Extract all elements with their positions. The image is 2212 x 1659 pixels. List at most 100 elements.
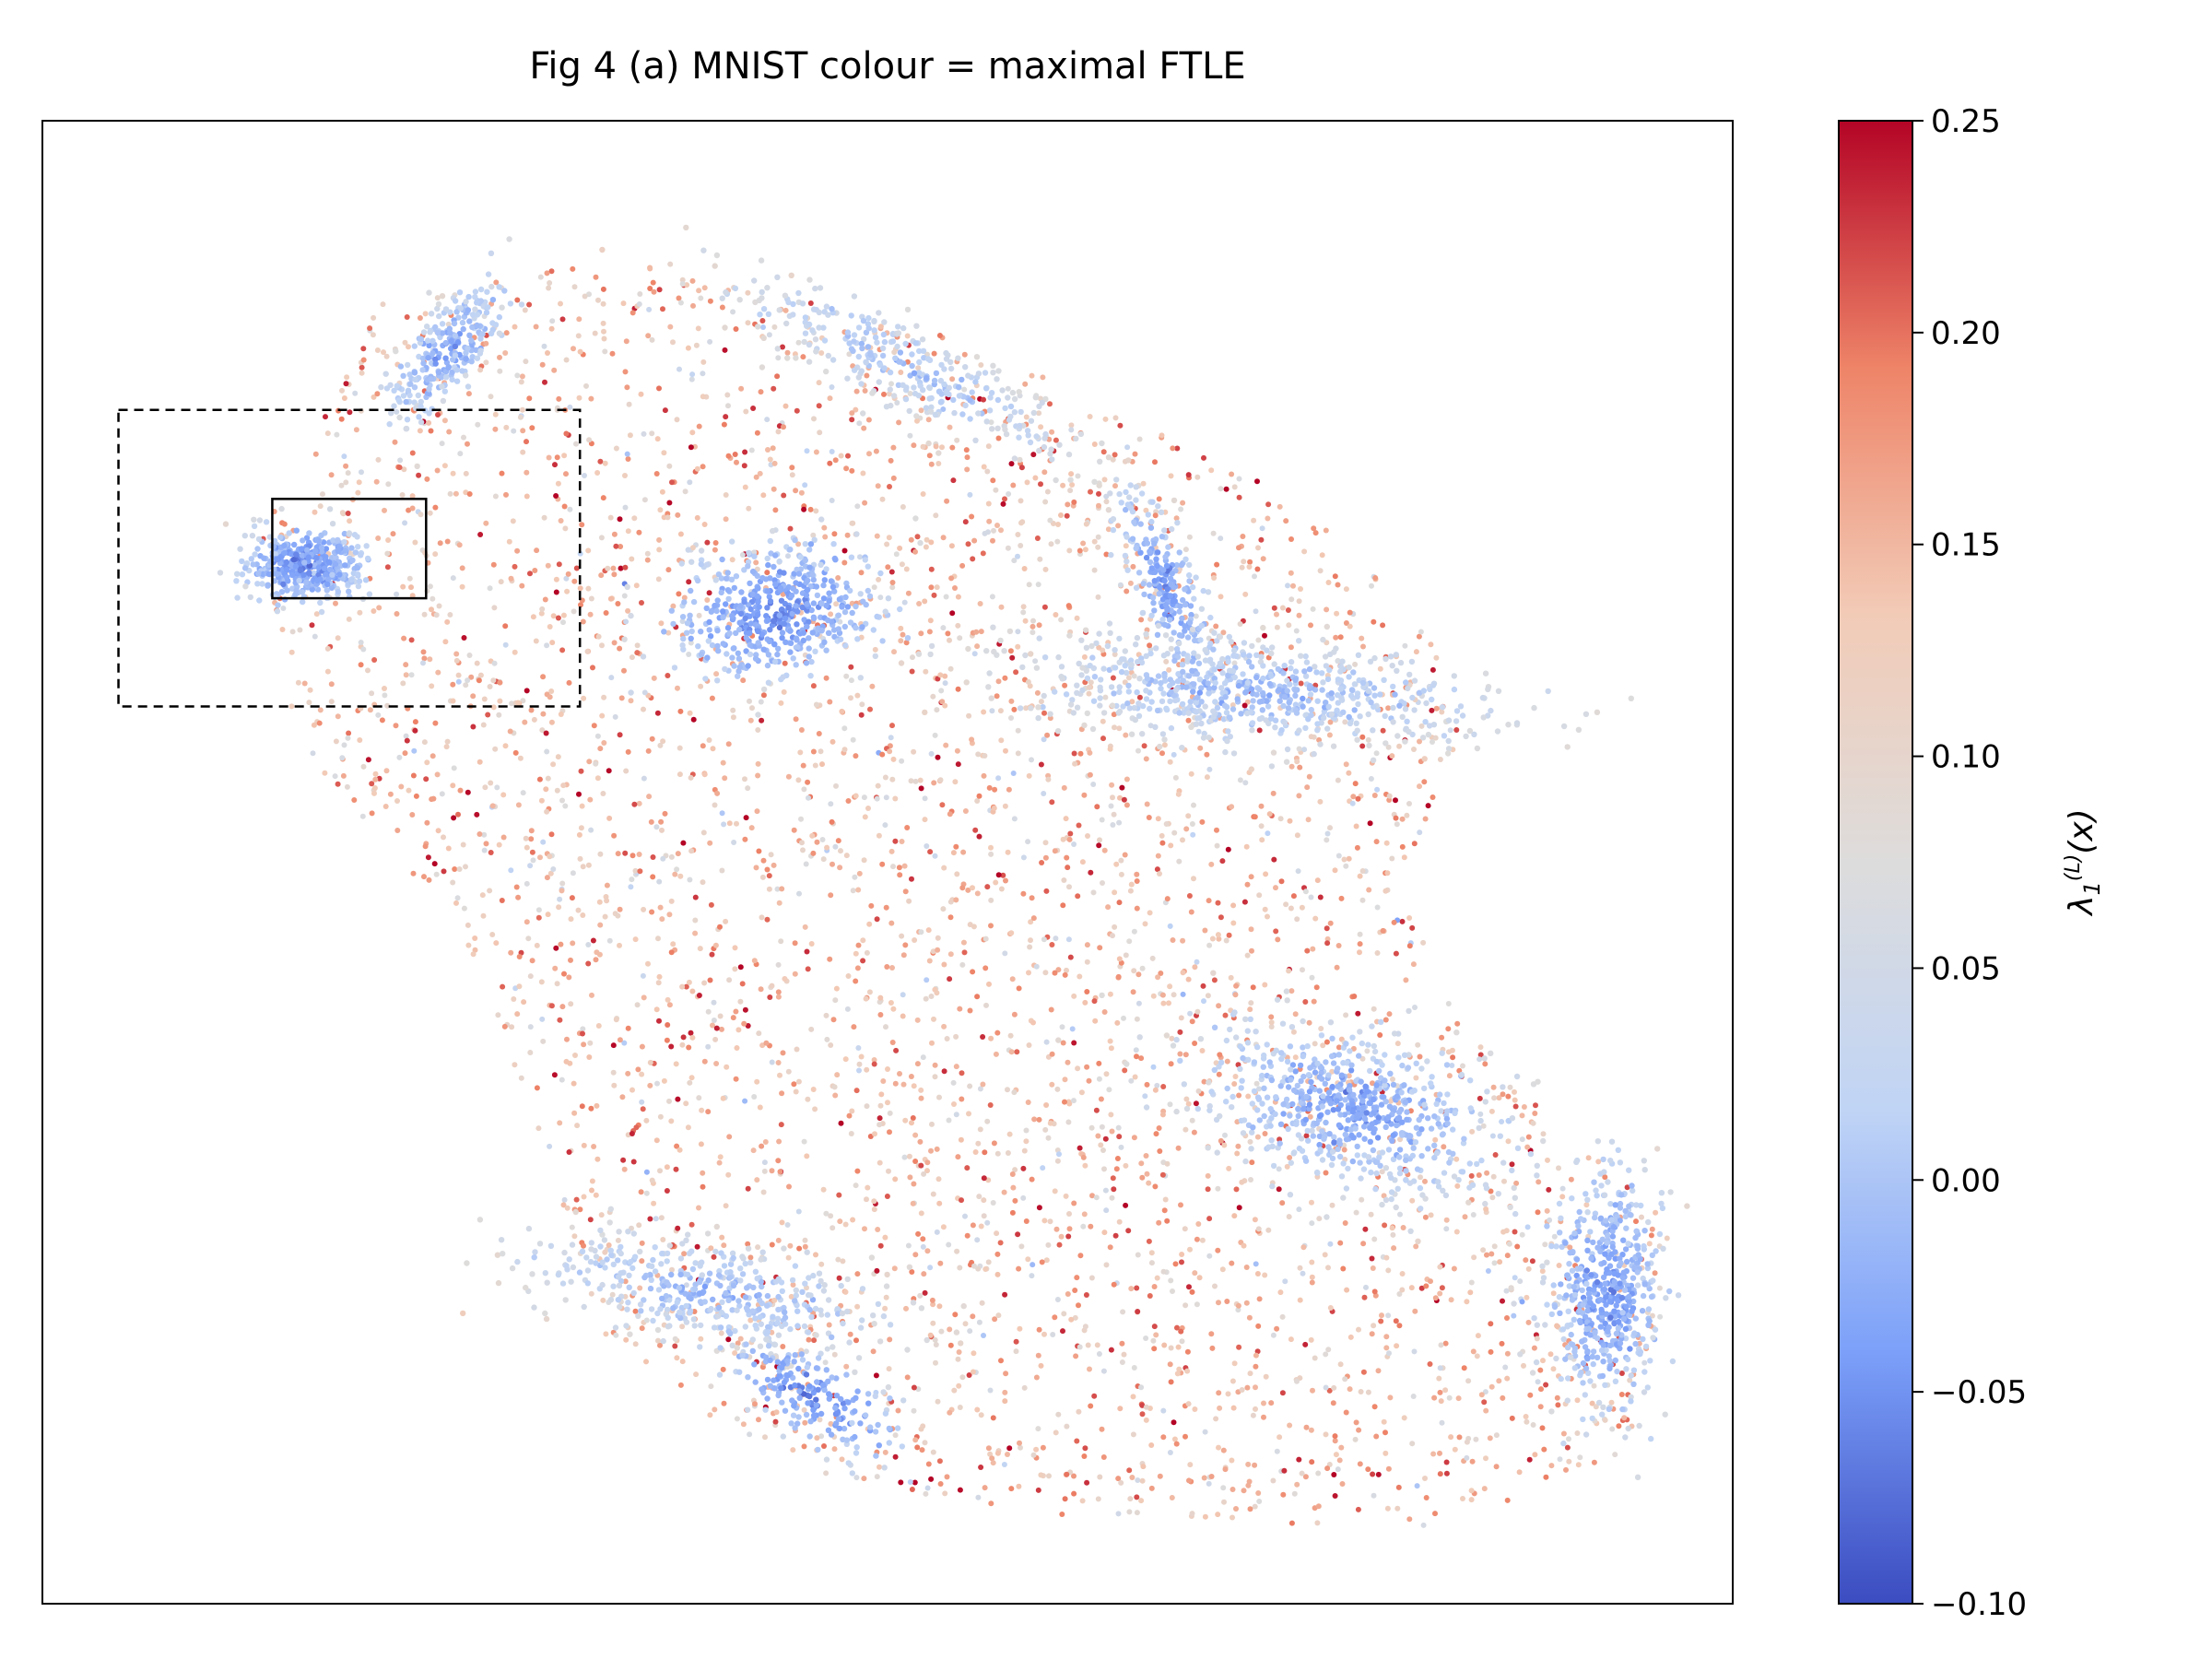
data-point [1194, 959, 1200, 965]
data-point [1425, 803, 1431, 809]
data-point [1383, 1254, 1390, 1261]
data-point [844, 1006, 851, 1012]
data-point [443, 744, 450, 750]
data-point [760, 857, 767, 864]
data-point [1324, 940, 1331, 947]
data-point [974, 798, 981, 804]
data-point [1226, 932, 1232, 938]
data-point [976, 793, 982, 799]
data-point [927, 1265, 934, 1271]
data-point [1192, 1406, 1198, 1412]
data-point [1335, 777, 1341, 783]
data-point [884, 1194, 890, 1199]
data-point [848, 664, 854, 670]
data-point [1399, 1287, 1406, 1293]
data-point [802, 924, 808, 930]
data-point [439, 383, 445, 390]
data-point [927, 849, 934, 855]
data-point [912, 778, 919, 784]
data-point [1342, 1376, 1348, 1382]
data-point [1308, 734, 1314, 740]
data-point [994, 1450, 1001, 1456]
data-point [849, 520, 855, 526]
data-point [656, 973, 663, 980]
data-point [626, 401, 632, 407]
data-point [537, 274, 544, 280]
data-point [601, 694, 607, 700]
data-point [687, 479, 693, 486]
data-point [573, 441, 579, 447]
data-point [358, 662, 364, 668]
data-point [672, 871, 678, 877]
data-point [1216, 1003, 1222, 1009]
data-point [1396, 743, 1403, 749]
data-point [805, 966, 811, 972]
data-point [1374, 904, 1381, 911]
data-point [991, 805, 997, 811]
data-point [841, 559, 848, 566]
data-point [1063, 1193, 1069, 1199]
data-point [1097, 945, 1103, 951]
data-point [587, 611, 594, 618]
data-point [890, 444, 897, 451]
data-point [1430, 794, 1436, 800]
data-point [656, 1018, 662, 1024]
data-point [982, 1149, 988, 1156]
data-point [1107, 991, 1113, 997]
data-point [760, 1189, 767, 1195]
data-point [874, 916, 880, 923]
data-point [441, 834, 446, 841]
data-point [1294, 916, 1300, 923]
data-point [853, 1337, 859, 1344]
data-point [1199, 818, 1206, 825]
data-point [757, 470, 763, 477]
data-point [795, 1078, 802, 1085]
data-point [572, 1053, 578, 1058]
data-point [1098, 1142, 1104, 1148]
data-point [1470, 1348, 1477, 1355]
data-point [1477, 1095, 1483, 1101]
data-point [463, 864, 468, 870]
data-point [1103, 1207, 1110, 1214]
data-point [639, 600, 644, 606]
data-point [1575, 1462, 1582, 1468]
data-point [472, 288, 479, 295]
data-point [1012, 1167, 1018, 1173]
data-point [1297, 764, 1303, 771]
data-point [1172, 774, 1179, 781]
data-point [911, 442, 917, 449]
data-point [622, 369, 629, 375]
data-point [596, 899, 603, 905]
data-point [1618, 1392, 1625, 1397]
data-point [746, 505, 752, 512]
data-point [842, 1288, 849, 1295]
data-point [1099, 1426, 1105, 1432]
data-point [1484, 1170, 1490, 1176]
data-point [886, 1366, 892, 1372]
data-point [777, 1169, 783, 1175]
data-point [964, 466, 971, 473]
data-point [1334, 610, 1340, 617]
data-point [1002, 803, 1008, 809]
data-point [1021, 1384, 1028, 1391]
data-point [753, 559, 759, 566]
data-point [1327, 920, 1334, 926]
data-point [1230, 1378, 1236, 1384]
data-point [1310, 606, 1316, 612]
data-point [1439, 1285, 1445, 1291]
data-point [939, 699, 946, 705]
data-point [597, 922, 604, 928]
data-point [1176, 1366, 1182, 1372]
data-point [1399, 1271, 1406, 1277]
data-point [435, 669, 441, 676]
data-point [1286, 1214, 1292, 1220]
data-point [394, 408, 400, 415]
data-point [1112, 1232, 1119, 1239]
data-point [1568, 1176, 1574, 1182]
data-point [934, 584, 940, 591]
data-point [1395, 1484, 1402, 1490]
data-point [882, 1305, 888, 1312]
data-point [1381, 1418, 1387, 1425]
data-point [1110, 675, 1116, 681]
data-point [899, 758, 905, 764]
